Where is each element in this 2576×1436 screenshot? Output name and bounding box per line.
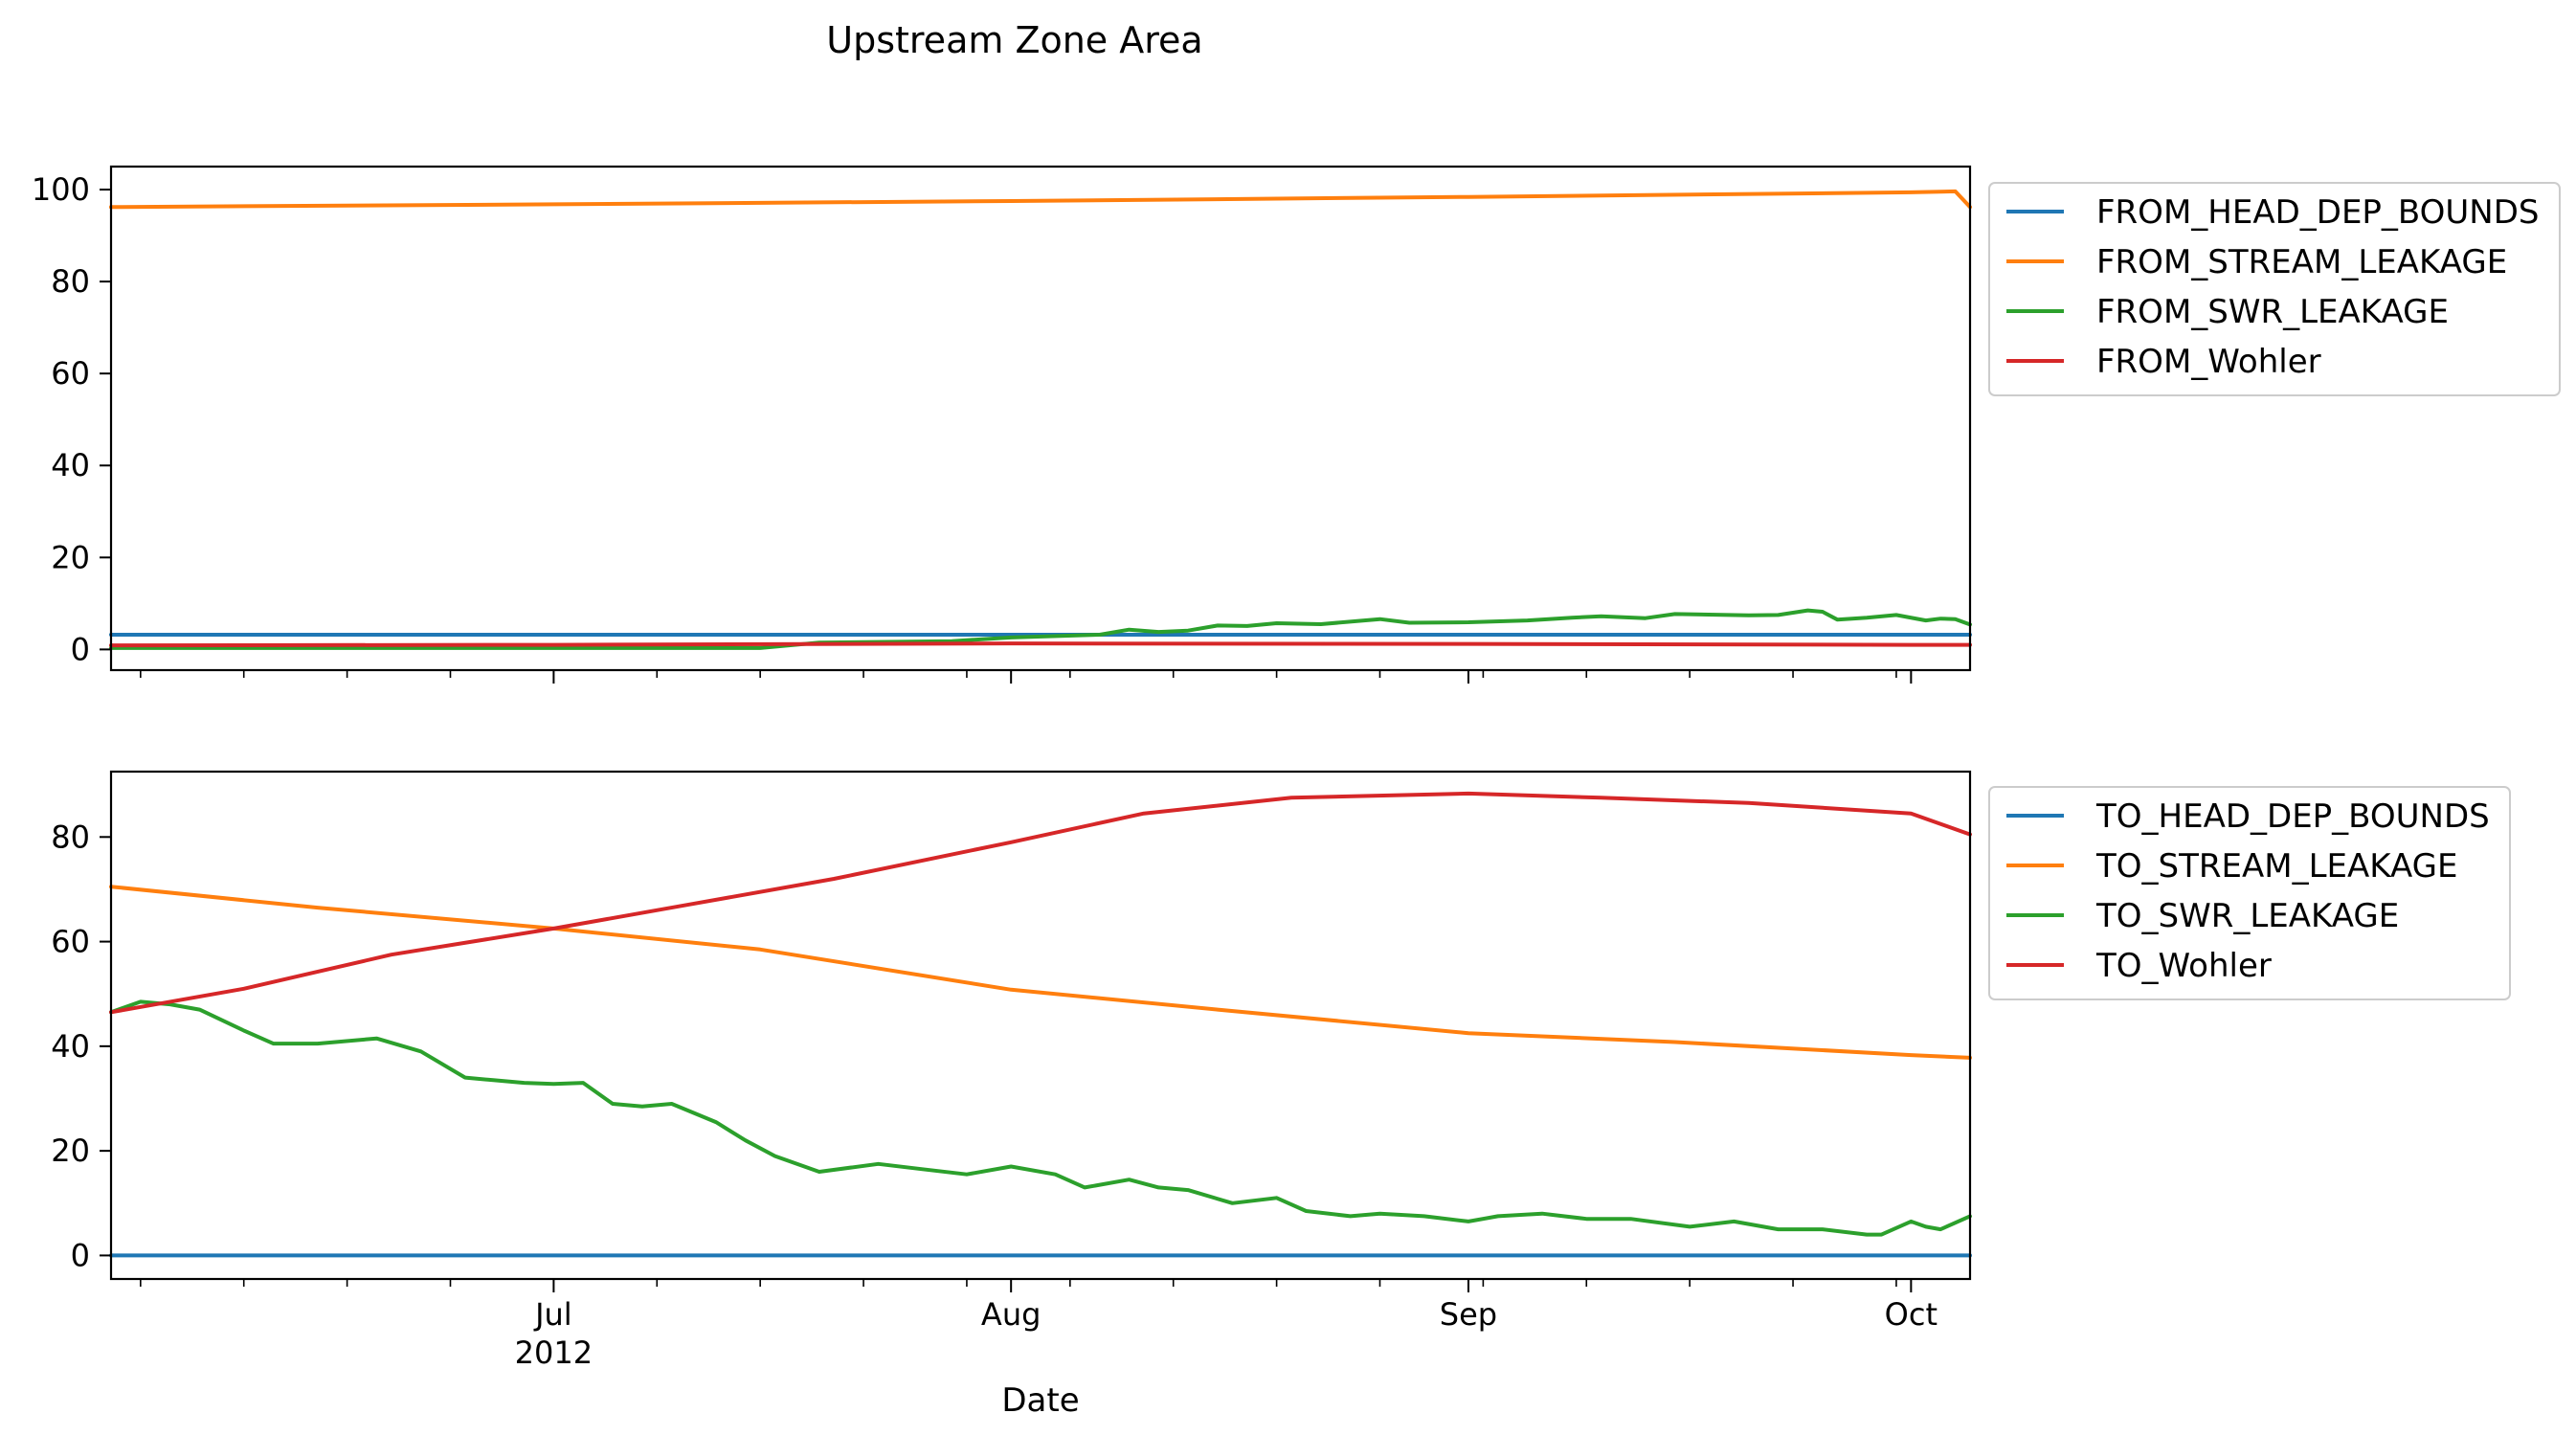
x-tick-label: Aug	[981, 1296, 1041, 1333]
plot-frame	[109, 165, 1972, 672]
legend-entry: FROM_SWR_LEAKAGE	[2096, 293, 2449, 331]
y-tick-label: 60	[51, 924, 90, 960]
series-line-from-swr-leakage	[109, 608, 1972, 650]
legend-entry: FROM_Wohler	[2096, 343, 2321, 381]
y-tick-label: 20	[51, 539, 90, 575]
legend-entry: TO_HEAD_DEP_BOUNDS	[2095, 797, 2490, 836]
legend-box	[1988, 786, 2511, 1000]
series-line-from-stream-leakage	[109, 189, 1972, 210]
x-tick-label: Oct	[1885, 1296, 1938, 1333]
x-axis-label: Date	[1001, 1381, 1079, 1420]
x-tick-label: Jul	[533, 1296, 572, 1333]
y-tick-label: 20	[51, 1133, 90, 1169]
series-line-to-stream-leakage	[109, 885, 1972, 1060]
x-tick-label: Sep	[1440, 1296, 1497, 1333]
y-tick-label: 60	[51, 355, 90, 392]
y-tick-label: 0	[71, 631, 90, 667]
plot-panels: 0 20 40 60 80 100 FROM_HEAD_DEP_BOUNDS FROM_STR…	[32, 165, 2561, 1371]
legend-entry: TO_STREAM_LEAKAGE	[2095, 847, 2457, 886]
y-tick-label: 80	[51, 263, 90, 300]
legend-entry: TO_SWR_LEAKAGE	[2095, 897, 2399, 935]
legend-box	[1988, 182, 2561, 396]
y-tick-label: 0	[71, 1237, 90, 1273]
x-tick-sublabel: 2012	[515, 1335, 593, 1371]
y-tick-label: 100	[32, 171, 90, 208]
legend-entry: FROM_HEAD_DEP_BOUNDS	[2096, 193, 2540, 232]
plot-frame	[109, 770, 1972, 1281]
series-line-from-wohler	[109, 641, 1972, 648]
legend-1: FROM_HEAD_DEP_BOUNDS FROM_STREAM_LEAKAGE F…	[1988, 182, 2561, 396]
legend-entry: TO_Wohler	[2095, 947, 2272, 985]
y-tick-label: 40	[51, 1028, 90, 1065]
series-line-to-swr-leakage	[109, 999, 1972, 1237]
legend-entry: FROM_STREAM_LEAKAGE	[2096, 243, 2507, 281]
series-line-to-wohler	[109, 791, 1972, 1015]
y-tick-label: 40	[51, 447, 90, 483]
legend-2: TO_HEAD_DEP_BOUNDS TO_STREAM_LEAKAGE TO_SW…	[1988, 786, 2511, 1000]
chart-title: Upstream Zone Area	[826, 19, 1202, 61]
y-tick-label: 80	[51, 819, 90, 855]
panel-1: 0 20 40 60 80 100 FROM_HEAD_DEP_BOUNDS FROM_STR…	[32, 165, 2561, 684]
